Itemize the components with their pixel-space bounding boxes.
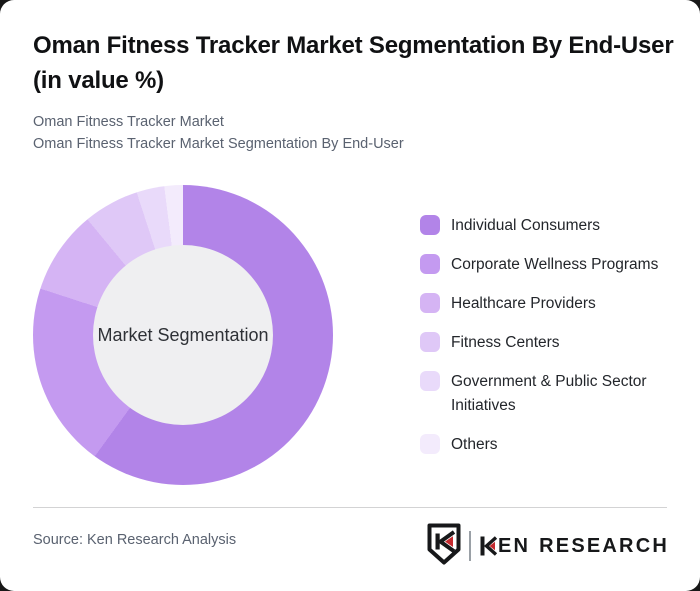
- chart-subtitle: Oman Fitness Tracker Market Oman Fitness…: [33, 112, 653, 155]
- legend-item[interactable]: Others: [420, 433, 676, 457]
- legend-swatch-icon: [420, 434, 440, 454]
- legend-item[interactable]: Corporate Wellness Programs: [420, 253, 676, 277]
- legend-label: Healthcare Providers: [451, 295, 596, 312]
- logo-text-research: RESEARCH: [539, 534, 669, 557]
- chart-legend: Individual Consumers Corporate Wellness …: [420, 214, 676, 472]
- logo-wordmark: EN RESEARCH: [480, 535, 669, 558]
- logo-k-icon: [480, 536, 497, 556]
- source-text: Source: Ken Research Analysis: [33, 532, 237, 548]
- donut-chart-area: Market Segmentation: [33, 185, 333, 485]
- legend-swatch-icon: [420, 254, 440, 274]
- legend-item[interactable]: Healthcare Providers: [420, 292, 676, 316]
- legend-label: Fitness Centers: [451, 334, 560, 351]
- legend-label: Government & Public Sector Initiatives: [451, 373, 647, 414]
- page-title: Oman Fitness Tracker Market Segmentation…: [33, 32, 674, 94]
- ken-research-shield-icon: [427, 523, 461, 570]
- legend-label: Others: [451, 436, 498, 453]
- subtitle-line-1: Oman Fitness Tracker Market: [33, 114, 224, 130]
- ken-research-logo: EN RESEARCH: [427, 523, 669, 570]
- donut-center: Market Segmentation: [93, 245, 273, 425]
- logo-text-en: EN: [497, 534, 531, 557]
- legend-item[interactable]: Government & Public Sector Initiatives: [420, 370, 676, 418]
- legend-swatch-icon: [420, 332, 440, 352]
- legend-label: Corporate Wellness Programs: [451, 256, 659, 273]
- legend-swatch-icon: [420, 215, 440, 235]
- legend-swatch-icon: [420, 293, 440, 313]
- subtitle-line-2: Oman Fitness Tracker Market Segmentation…: [33, 135, 404, 152]
- legend-item[interactable]: Individual Consumers: [420, 214, 676, 238]
- donut-center-label: Market Segmentation: [97, 324, 269, 345]
- footer-divider: [33, 507, 667, 508]
- legend-swatch-icon: [420, 371, 440, 391]
- legend-item[interactable]: Fitness Centers: [420, 331, 676, 355]
- logo-separator: [468, 531, 471, 561]
- legend-label: Individual Consumers: [451, 217, 601, 234]
